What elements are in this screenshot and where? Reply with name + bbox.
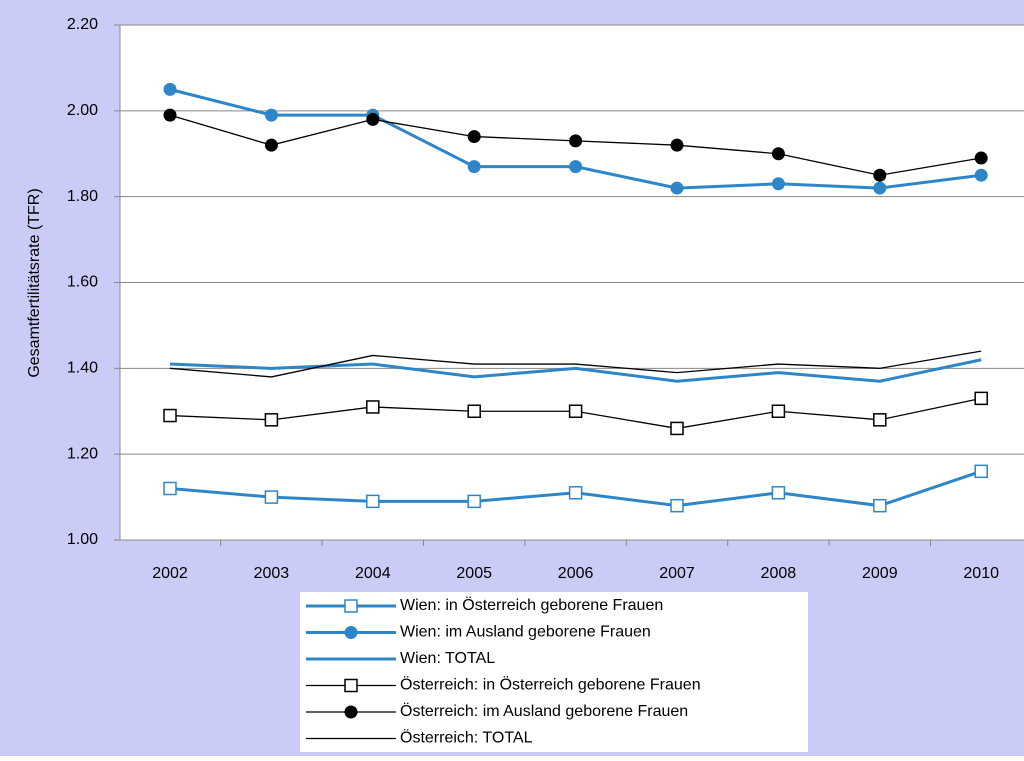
point bbox=[873, 168, 887, 182]
point bbox=[670, 421, 684, 436]
legend-label: Wien: im Ausland geborene Frauen bbox=[400, 624, 651, 641]
point bbox=[568, 486, 583, 500]
y-tick-label: 1.80 bbox=[67, 188, 98, 205]
point bbox=[366, 494, 380, 509]
legend-label: Wien: in Österreich geborene Frauen bbox=[400, 596, 663, 614]
x-tick-label: 2010 bbox=[963, 565, 999, 582]
point bbox=[974, 168, 988, 182]
point bbox=[264, 108, 278, 122]
point bbox=[873, 498, 887, 513]
y-tick-label: 1.00 bbox=[67, 531, 98, 548]
y-axis-label: Gesamtfertilitätsrate (TFR) bbox=[26, 188, 43, 377]
x-tick-label: 2005 bbox=[456, 565, 492, 582]
point bbox=[771, 404, 786, 418]
point bbox=[467, 494, 481, 509]
point bbox=[974, 391, 988, 406]
point bbox=[569, 134, 583, 148]
point bbox=[670, 138, 684, 152]
x-tick-label: 2003 bbox=[254, 565, 290, 582]
point bbox=[163, 82, 177, 96]
point bbox=[264, 413, 279, 427]
x-tick-label: 2007 bbox=[659, 565, 695, 582]
x-tick-label: 2004 bbox=[355, 565, 391, 582]
point bbox=[771, 177, 785, 191]
legend bbox=[300, 592, 808, 752]
point bbox=[163, 408, 177, 423]
series-line bbox=[169, 350, 982, 378]
y-tick-label: 1.40 bbox=[67, 360, 98, 377]
legend-label: Österreich: TOTAL bbox=[400, 729, 533, 747]
x-tick-label: 2008 bbox=[761, 565, 797, 582]
point bbox=[569, 160, 583, 174]
legend-marker bbox=[344, 599, 358, 613]
point bbox=[467, 404, 481, 418]
legend-label: Österreich: im Ausland geborene Frauen bbox=[400, 702, 688, 720]
y-tick-label: 2.20 bbox=[67, 16, 98, 33]
point bbox=[873, 181, 887, 195]
point bbox=[670, 498, 684, 513]
y-tick-label: 1.20 bbox=[67, 445, 98, 462]
point bbox=[771, 486, 786, 500]
point bbox=[163, 108, 177, 122]
point bbox=[974, 151, 988, 165]
legend-label: Österreich: in Österreich geborene Fraue… bbox=[400, 676, 701, 694]
y-tick-label: 1.60 bbox=[67, 274, 98, 291]
point bbox=[568, 404, 583, 418]
point bbox=[670, 181, 684, 195]
y-tick-label: 2.00 bbox=[67, 102, 98, 119]
legend-marker bbox=[344, 705, 358, 719]
x-tick-label: 2002 bbox=[152, 565, 188, 582]
legend-marker bbox=[344, 678, 358, 693]
point bbox=[467, 130, 481, 144]
point bbox=[366, 400, 380, 414]
point bbox=[366, 112, 380, 126]
point bbox=[974, 464, 988, 479]
point bbox=[467, 160, 481, 174]
point bbox=[264, 490, 279, 504]
point bbox=[771, 147, 785, 161]
point bbox=[163, 481, 177, 496]
x-tick-label: 2006 bbox=[558, 565, 594, 582]
point bbox=[264, 138, 278, 152]
point bbox=[873, 413, 887, 427]
series-line bbox=[169, 358, 982, 383]
legend-label: Wien: TOTAL bbox=[400, 650, 495, 667]
x-tick-label: 2009 bbox=[862, 565, 898, 582]
legend-marker bbox=[344, 626, 358, 639]
